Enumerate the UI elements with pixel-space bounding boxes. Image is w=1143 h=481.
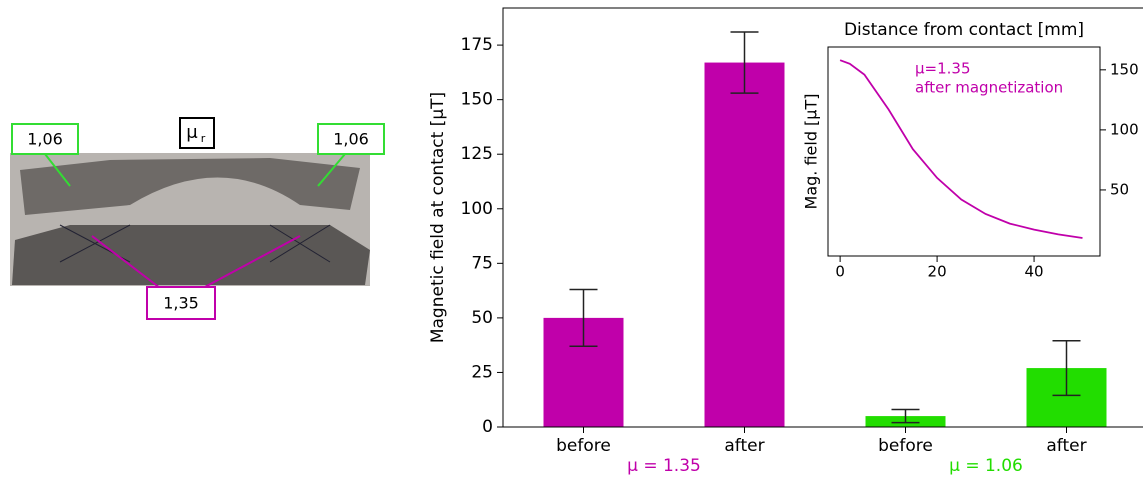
photo: 1,06 1,06 μ r 1,35 <box>10 117 385 320</box>
photo-label: 1,06 <box>27 130 63 149</box>
y-tick-label: 50 <box>471 308 493 328</box>
photo-label: μ <box>186 122 198 143</box>
error-bar <box>1052 340 1081 397</box>
y-tick-label: 0 <box>482 417 493 437</box>
group-label: μ = 1.06 <box>949 456 1023 476</box>
y-tick-label: 175 <box>461 35 493 55</box>
label-box <box>317 123 385 155</box>
group-label: μ = 1.35 <box>627 456 701 476</box>
inset-title: Distance from contact [mm] <box>844 20 1084 40</box>
axes-frame <box>502 7 1143 428</box>
x-tick-label: after <box>1046 436 1086 456</box>
x-tick-label: 20 <box>928 263 947 281</box>
x-tick-label: 0 <box>835 263 845 281</box>
label-box <box>179 117 215 149</box>
y-tick-label: 50 <box>1110 180 1129 198</box>
y-tick-label: 150 <box>1110 60 1139 78</box>
y-tick-label: 100 <box>461 199 493 219</box>
line <box>839 59 1083 239</box>
arrow <box>44 153 71 187</box>
photo-label: 1,35 <box>163 294 199 313</box>
arrow <box>202 235 301 289</box>
label-box <box>146 286 216 320</box>
y-axis-label: Magnetic field at contact [μT] <box>428 92 448 343</box>
label-box <box>11 123 79 155</box>
x-tick-label: before <box>556 436 611 456</box>
error-bar <box>569 288 598 348</box>
x-tick-label: 40 <box>1025 263 1044 281</box>
annotation: after magnetization <box>915 79 1063 97</box>
x-tick-label: after <box>724 436 764 456</box>
error-bar <box>891 408 920 424</box>
inset-frame <box>827 46 1101 257</box>
photo-label: 1,06 <box>333 130 369 149</box>
arrow <box>91 235 161 289</box>
mark-line <box>269 224 331 263</box>
mark-line <box>59 224 131 263</box>
y-tick-label: 25 <box>471 362 493 382</box>
y-tick-label: 100 <box>1110 120 1139 138</box>
part-top <box>20 158 360 215</box>
photo-label: r <box>201 132 206 145</box>
y-tick-label: 125 <box>461 144 493 164</box>
arrow <box>317 153 346 187</box>
inset-y-label: Mag. field [μT] <box>802 94 821 210</box>
y-tick-label: 75 <box>471 253 493 273</box>
annotation: μ=1.35 <box>915 60 971 78</box>
bar <box>704 62 785 428</box>
error-bar <box>730 31 759 94</box>
y-tick-label: 150 <box>461 90 493 110</box>
x-tick-label: before <box>878 436 933 456</box>
